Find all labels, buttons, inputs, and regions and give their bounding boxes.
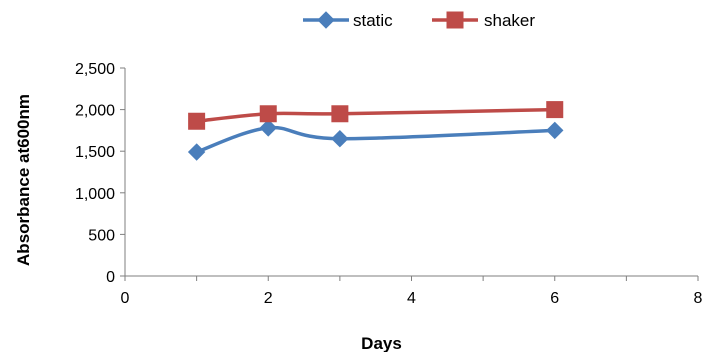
- y-tick-label: 1,500: [75, 144, 115, 161]
- tick-labels: 0 500 1,000 1,500 2,000 2,500 0 2 4 6 8: [75, 61, 703, 307]
- y-tick-label: 500: [88, 227, 115, 244]
- legend-label: static: [353, 11, 393, 30]
- series-line-shaker: [196, 107, 555, 123]
- y-tick-label: 2,000: [75, 103, 115, 120]
- legend-marker: [446, 11, 464, 29]
- x-tick-label: 2: [264, 290, 273, 307]
- x-tick-label: 4: [407, 290, 416, 307]
- data-point-static: [259, 119, 277, 137]
- x-tick-label: 6: [550, 290, 559, 307]
- x-tick-label: 0: [121, 290, 130, 307]
- y-tick-label: 2,500: [75, 61, 115, 78]
- x-axis-title: Days: [361, 334, 402, 352]
- data-point-shaker: [188, 112, 206, 130]
- legend-item-static: static: [303, 11, 393, 30]
- data-point-static: [331, 130, 349, 148]
- legend-label: shaker: [484, 11, 535, 30]
- data-point-shaker: [546, 101, 564, 119]
- series-layer: [187, 101, 564, 161]
- ticks: [120, 67, 699, 281]
- data-point-static: [187, 143, 206, 161]
- y-tick-label: 0: [106, 269, 115, 286]
- series-static: [187, 119, 564, 161]
- legend-marker: [317, 11, 335, 29]
- data-point-shaker: [331, 105, 349, 123]
- x-tick-label: 8: [694, 290, 703, 307]
- y-axis-title: Absorbance at600nm: [14, 94, 33, 266]
- legend: static shaker: [303, 11, 535, 30]
- y-tick-label: 1,000: [75, 186, 115, 203]
- data-point-shaker: [259, 105, 277, 123]
- axes: [124, 68, 698, 277]
- series-line-static: [196, 125, 555, 154]
- series-shaker: [188, 101, 564, 130]
- data-point-static: [546, 121, 564, 140]
- legend-item-shaker: shaker: [432, 11, 535, 30]
